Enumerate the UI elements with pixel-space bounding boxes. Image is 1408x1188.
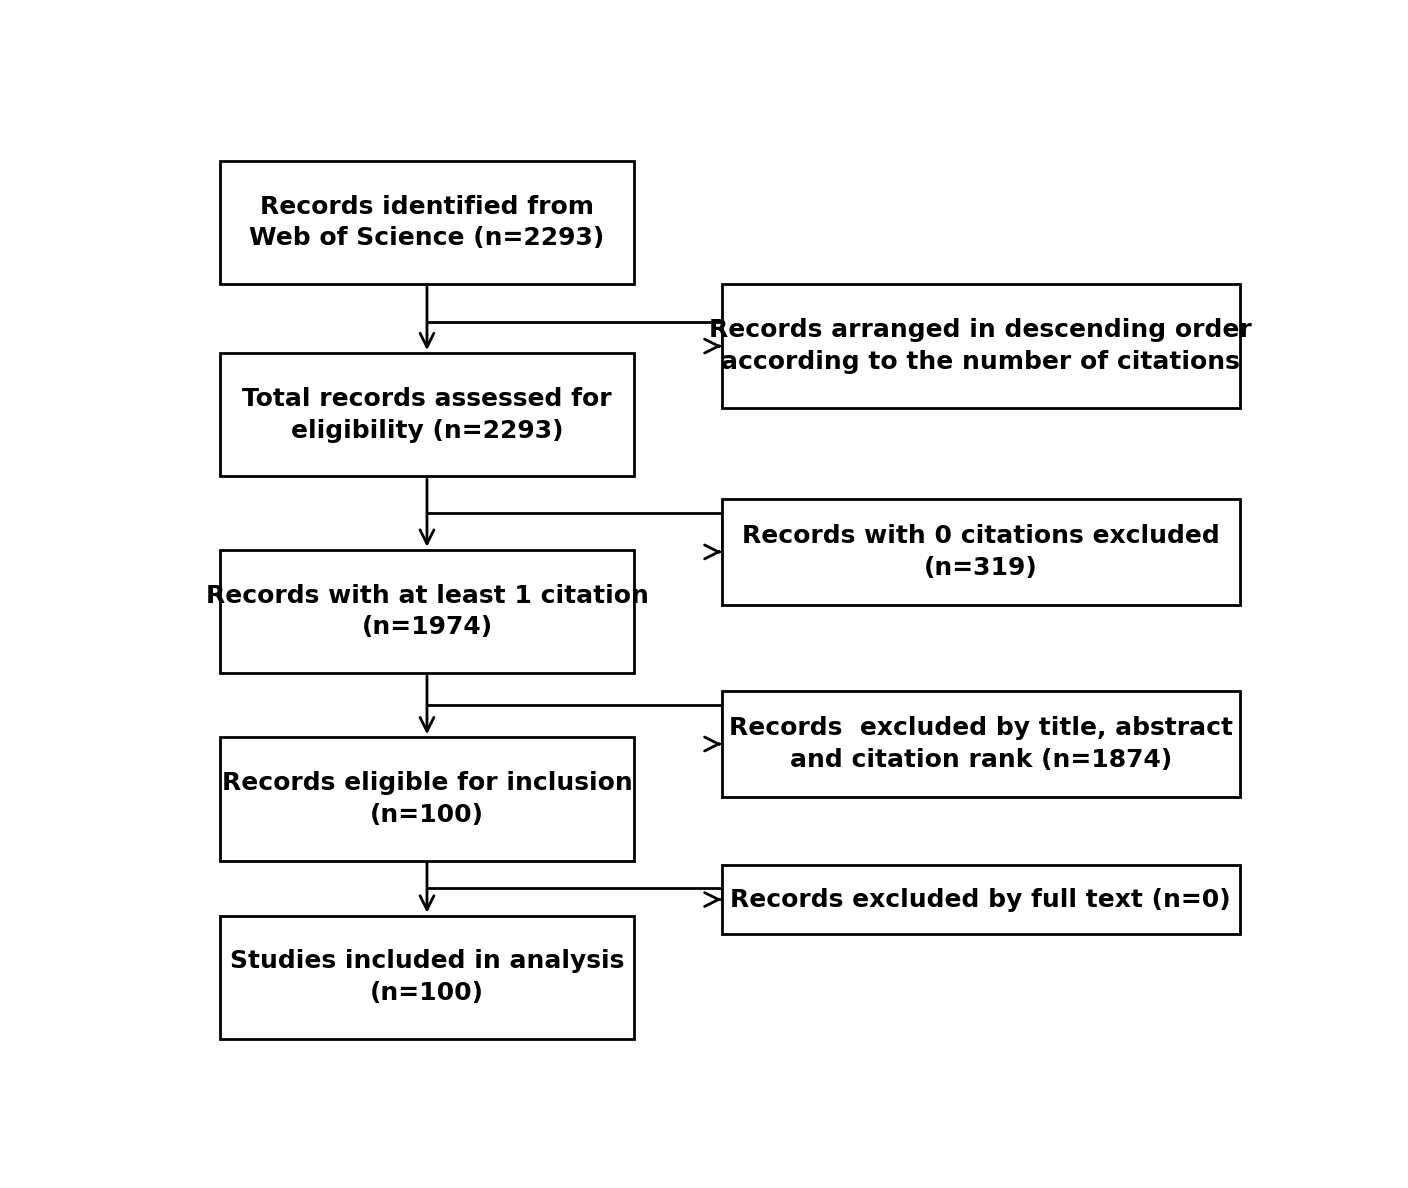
FancyBboxPatch shape [220,160,635,284]
FancyBboxPatch shape [722,691,1240,797]
Text: Studies included in analysis
(n=100): Studies included in analysis (n=100) [230,949,624,1005]
Text: Records eligible for inclusion
(n=100): Records eligible for inclusion (n=100) [221,771,632,827]
FancyBboxPatch shape [220,550,635,674]
Text: Records identified from
Web of Science (n=2293): Records identified from Web of Science (… [249,195,604,251]
Text: Records arranged in descending order
according to the number of citations: Records arranged in descending order acc… [710,318,1252,374]
FancyBboxPatch shape [722,499,1240,605]
FancyBboxPatch shape [220,916,635,1040]
FancyBboxPatch shape [220,353,635,476]
Text: Records excluded by full text (n=0): Records excluded by full text (n=0) [731,887,1231,911]
FancyBboxPatch shape [722,865,1240,934]
Text: Records with at least 1 citation
(n=1974): Records with at least 1 citation (n=1974… [206,583,649,639]
FancyBboxPatch shape [220,737,635,860]
FancyBboxPatch shape [722,284,1240,407]
Text: Records with 0 citations excluded
(n=319): Records with 0 citations excluded (n=319… [742,524,1219,580]
Text: Total records assessed for
eligibility (n=2293): Total records assessed for eligibility (… [242,387,612,442]
Text: Records  excluded by title, abstract
and citation rank (n=1874): Records excluded by title, abstract and … [729,716,1233,772]
